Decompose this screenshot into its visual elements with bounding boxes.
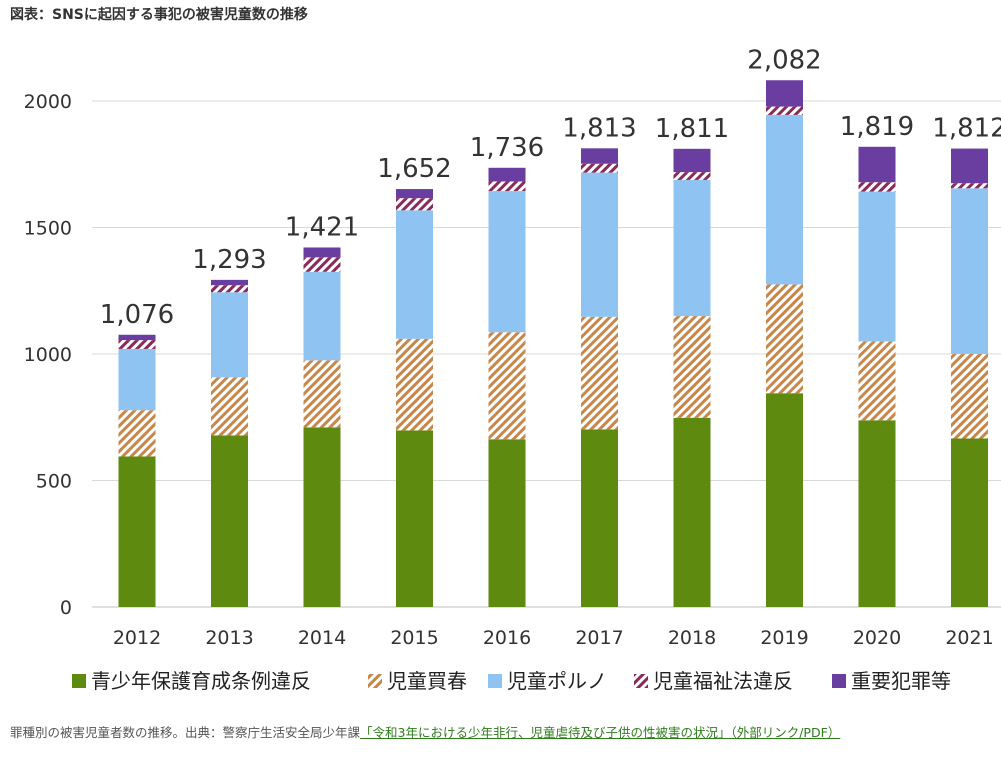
legend-label: 重要犯罪等 [851, 669, 951, 693]
y-tick-label: 1500 [24, 218, 72, 240]
legend-label: 児童ポルノ [507, 669, 607, 693]
bar-segment [303, 257, 341, 272]
bar-segment [488, 167, 526, 182]
x-tick-label: 2017 [575, 627, 623, 649]
x-tick-label: 2020 [853, 627, 901, 649]
x-tick-label: 2015 [390, 627, 438, 649]
bar-segment [673, 316, 711, 418]
x-tick-label: 2014 [298, 627, 346, 649]
x-tick-label: 2021 [945, 627, 993, 649]
bar-segment [766, 114, 803, 285]
bar-segment [396, 210, 433, 339]
legend: 青少年保護育成条例違反 児童買春 児童ポルノ 児童福祉法違反 重要犯罪等 [72, 669, 951, 693]
total-label: 1,811 [655, 114, 729, 144]
bar-segment [118, 348, 156, 411]
chart-title: 図表：SNSに起因する事犯の被害児童数の推移 [10, 7, 308, 23]
bar-segment [673, 148, 711, 173]
y-tick-label: 1000 [24, 344, 72, 366]
total-label: 1,812 [932, 114, 1001, 144]
bar-segment [951, 148, 988, 184]
total-label: 1,293 [192, 245, 266, 275]
gridlines [92, 100, 1001, 608]
total-label: 1,819 [840, 112, 914, 142]
source-link[interactable]: 「令和3年における少年非行、児童虐待及び子供の性被害の状況」（外部リンク/PDF… [360, 725, 841, 740]
bar-segment [581, 163, 618, 173]
bar-segment [858, 146, 896, 183]
x-tick-label: 2018 [668, 627, 716, 649]
bar-segment [581, 316, 618, 430]
y-axis: 0 500 1000 1500 2000 [24, 91, 72, 619]
bar-segment [211, 292, 248, 378]
bar-segment [488, 191, 526, 333]
y-tick-label: 0 [60, 597, 72, 619]
bar-segment [581, 148, 618, 164]
total-label: 1,421 [285, 212, 359, 242]
bar-segment [673, 417, 711, 607]
bar-segment [211, 285, 248, 293]
bar-segment [211, 279, 248, 286]
legend-swatch [832, 674, 846, 688]
x-tick-label: 2019 [760, 627, 808, 649]
bar-segment [396, 198, 433, 211]
bar-segment [303, 360, 341, 428]
caption-text: 罪種別の被害児童者数の推移。出典：警察庁生活安全局少年課 [10, 725, 361, 740]
total-labels: 1,076 1,293 1,421 1,652 1,736 1,813 1,811 2,082… [100, 45, 1001, 330]
legend-swatch [634, 674, 648, 688]
bar-segment [951, 354, 988, 439]
bar-segment [303, 427, 341, 607]
legend-label: 児童福祉法違反 [653, 669, 793, 693]
legend-label: 青少年保護育成条例違反 [91, 669, 311, 693]
bar-segment [118, 410, 156, 457]
bar-segment [488, 332, 526, 440]
total-label: 1,813 [562, 113, 636, 143]
bars [118, 80, 988, 607]
bar-segment [118, 334, 156, 341]
bar-segment [858, 341, 896, 421]
bar-segment [766, 284, 803, 394]
legend-swatch [368, 674, 382, 688]
bar-segment [581, 429, 618, 607]
bar-segment [396, 338, 433, 431]
bar-segment [303, 271, 341, 361]
bar-segment [951, 188, 988, 354]
bar-segment [488, 181, 526, 192]
legend-swatch [72, 674, 86, 688]
bar-segment [951, 183, 988, 189]
bar-segment [303, 247, 341, 258]
bar-segment [858, 182, 896, 192]
bar-segment [673, 179, 711, 317]
bar-segment [766, 106, 803, 115]
figure-caption: 罪種別の被害児童者数の推移。出典：警察庁生活安全局少年課「令和3年における少年非… [10, 722, 840, 741]
bar-segment [581, 172, 618, 317]
bar-segment [118, 340, 156, 349]
x-tick-label: 2012 [113, 627, 161, 649]
bar-segment [211, 435, 248, 607]
bar-segment [766, 80, 803, 107]
bar-segment [118, 456, 156, 607]
legend-swatch [488, 674, 502, 688]
y-tick-label: 2000 [24, 91, 72, 113]
bar-segment [396, 189, 433, 199]
bar-segment [396, 430, 433, 607]
bar-segment [673, 172, 711, 180]
bar-segment [951, 438, 988, 607]
bar-segment [211, 377, 248, 436]
legend-label: 児童買春 [387, 669, 467, 693]
x-tick-label: 2013 [205, 627, 253, 649]
x-tick-label: 2016 [483, 627, 531, 649]
bar-segment [488, 439, 526, 607]
total-label: 1,736 [470, 133, 544, 163]
bar-segment [858, 420, 896, 607]
total-label: 1,652 [377, 154, 451, 184]
x-axis: 2012 2013 2014 2015 2016 2017 2018 2019 2020 2021 [113, 627, 994, 649]
y-tick-label: 500 [36, 471, 72, 493]
total-label: 2,082 [747, 45, 821, 75]
total-label: 1,076 [100, 300, 174, 330]
bar-segment [766, 393, 803, 607]
bar-segment [858, 191, 896, 342]
